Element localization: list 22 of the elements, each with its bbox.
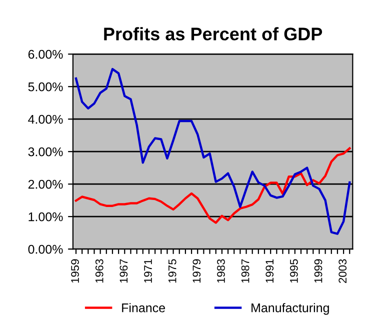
x-tick-label: 1967 — [120, 259, 128, 283]
y-tick-label: 0.00% — [28, 244, 63, 254]
y-tick-label: 3.00% — [28, 147, 63, 156]
x-tick-label: 1979 — [192, 259, 201, 283]
chart-title: Profits as Percent of GDP — [104, 27, 322, 40]
legend-label: Manufacturing — [252, 303, 329, 315]
y-tick-label: 4.00% — [28, 114, 63, 124]
x-tick-label: 1983 — [217, 259, 225, 283]
x-tick-label: 1971 — [144, 259, 152, 283]
x-tick-label: 1995 — [290, 259, 298, 283]
x-tick-label: 2003 — [338, 259, 347, 283]
y-tick-label: 5.00% — [28, 82, 63, 92]
x-tick-label: 1959 — [71, 259, 79, 283]
legend-label: Finance — [122, 303, 165, 312]
y-tick-label: 2.00% — [28, 180, 63, 189]
x-tick-label: 1987 — [241, 259, 250, 283]
x-tick-label: 1999 — [314, 259, 322, 283]
x-tick-label: 1963 — [95, 259, 104, 283]
y-tick-label: 1.00% — [28, 212, 63, 222]
y-tick-label: 6.00% — [28, 50, 63, 59]
x-tick-label: 1991 — [266, 259, 274, 283]
x-tick-label: 1975 — [168, 259, 176, 283]
